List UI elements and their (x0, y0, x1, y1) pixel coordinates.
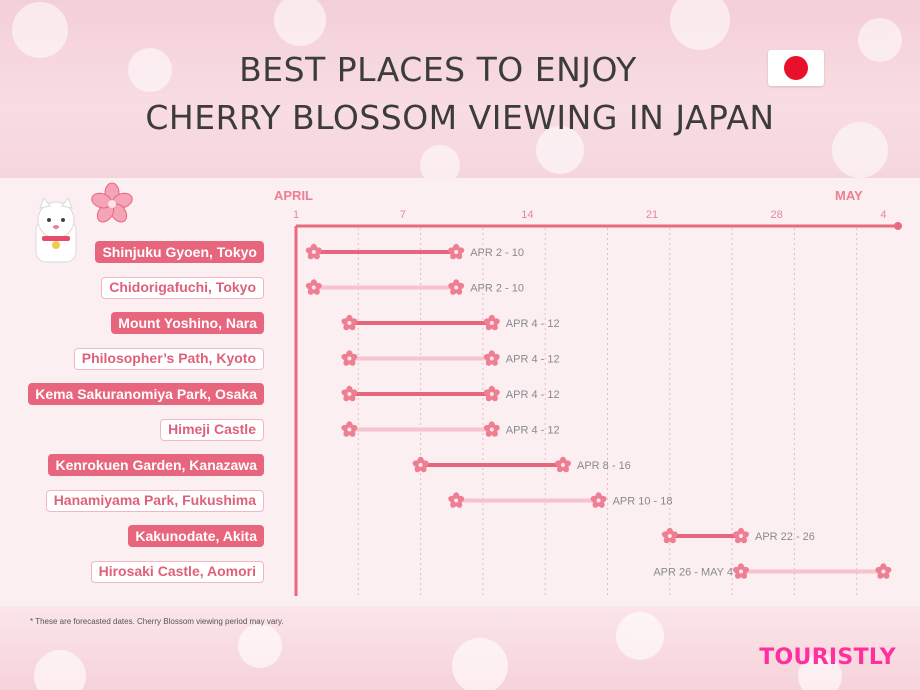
place-label: Hirosaki Castle, Aomori (90, 560, 264, 583)
bar-end-blossom (590, 492, 607, 508)
bar-end-blossom (341, 314, 358, 331)
bar-end-blossom (554, 456, 572, 473)
bar-end-blossom (341, 385, 358, 402)
range-label: APR 8 - 16 (577, 460, 631, 472)
tick-label: 21 (646, 209, 658, 221)
bloom-timeline-chart: APRIL MAY 1 7 14 21 28 4 APR 2 - 10 APR 2 - 10 APR… (274, 188, 902, 596)
place-label: Himeji Castle (160, 418, 264, 441)
bar-end-blossom (412, 456, 429, 473)
range-label: APR 10 - 18 (613, 496, 673, 508)
place-label: Kakunodate, Akita (128, 525, 264, 547)
title-line-1: BEST PLACES TO ENJOY (239, 50, 637, 89)
bar-end-blossom (483, 314, 500, 331)
bar-end-blossom (341, 421, 358, 437)
place-label: Hanamiyama Park, Fukushima (45, 489, 264, 512)
bar-end-blossom (448, 243, 465, 260)
bar-end-blossom (448, 492, 465, 508)
axis-end-dot (894, 222, 902, 230)
range-label: APR 4 - 12 (506, 425, 560, 437)
place-label: Chidorigafuchi, Tokyo (101, 276, 264, 299)
tick-label: 7 (400, 209, 406, 221)
bar-end-blossom (483, 350, 500, 366)
tick-label: 4 (880, 209, 886, 221)
blossom-decoration (12, 0, 902, 178)
bar-end-blossom (875, 563, 892, 579)
header-banner: BEST PLACES TO ENJOY CHERRY BLOSSOM VIEW… (0, 0, 920, 178)
bar-end-blossom (483, 385, 500, 402)
maneki-neko-icon (35, 198, 77, 263)
bar-end-blossom (341, 350, 358, 366)
range-label: APR 2 - 10 (470, 283, 524, 295)
tick-label: 14 (521, 209, 533, 221)
bar-end-blossom (732, 527, 750, 544)
place-label: Shinjuku Gyoen, Tokyo (95, 241, 264, 263)
title-line-2: CHERRY BLOSSOM VIEWING IN JAPAN (145, 98, 775, 137)
place-label: Kema Sakuranomiya Park, Osaka (28, 383, 264, 405)
brand-logo: TOURISTLY (759, 645, 896, 670)
range-label: APR 22 - 26 (755, 531, 815, 543)
tick-label: 1 (293, 209, 299, 221)
range-label: APR 26 - MAY 4 (653, 567, 733, 579)
japan-flag-icon (768, 50, 824, 86)
sakura-badge-icon (91, 182, 133, 223)
range-label: APR 4 - 12 (506, 354, 560, 366)
bar-end-blossom (448, 279, 465, 295)
place-label: Philosopher’s Path, Kyoto (73, 347, 264, 370)
bar-end-blossom (661, 527, 678, 544)
blossom-decoration (34, 612, 842, 690)
footnote: * These are forecasted dates. Cherry Blo… (30, 617, 284, 626)
bar-end-blossom (732, 563, 750, 579)
month-label: MAY (835, 188, 863, 203)
footer-banner (0, 606, 920, 690)
range-label: APR 4 - 12 (506, 318, 560, 330)
tick-label: 28 (770, 209, 782, 221)
place-label: Mount Yoshino, Nara (111, 312, 264, 334)
bar-end-blossom (305, 279, 322, 295)
range-label: APR 4 - 12 (506, 389, 560, 401)
place-label: Kenrokuen Garden, Kanazawa (48, 454, 264, 476)
bar-end-blossom (305, 243, 322, 260)
bar-end-blossom (483, 421, 500, 437)
month-label: APRIL (274, 188, 313, 203)
range-label: APR 2 - 10 (470, 247, 524, 259)
